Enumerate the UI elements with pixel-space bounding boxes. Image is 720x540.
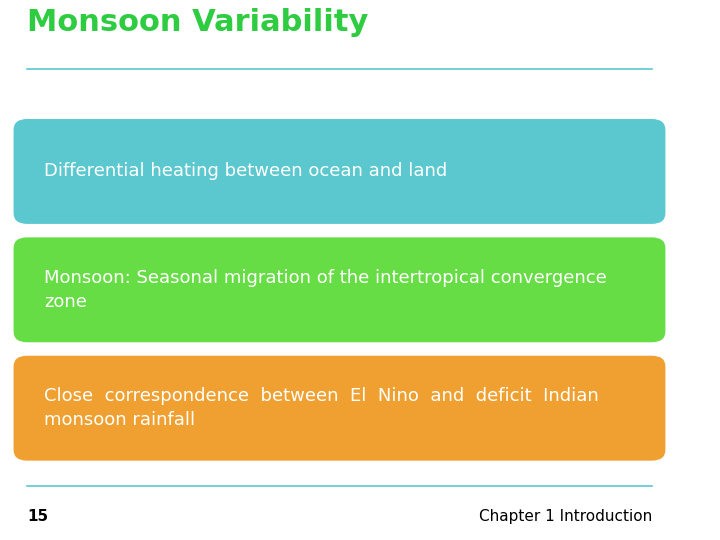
FancyBboxPatch shape [14,119,665,224]
Text: Chapter 1 Introduction: Chapter 1 Introduction [479,509,652,524]
Text: Differential heating between ocean and land: Differential heating between ocean and l… [44,163,447,180]
FancyBboxPatch shape [14,356,665,461]
Text: 15: 15 [27,509,48,524]
Text: Monsoon: Seasonal migration of the intertropical convergence
zone: Monsoon: Seasonal migration of the inter… [44,269,607,310]
FancyBboxPatch shape [14,238,665,342]
Text: Monsoon Variability: Monsoon Variability [27,8,369,37]
Text: Close  correspondence  between  El  Nino  and  deficit  Indian
monsoon rainfall: Close correspondence between El Nino and… [44,387,599,429]
